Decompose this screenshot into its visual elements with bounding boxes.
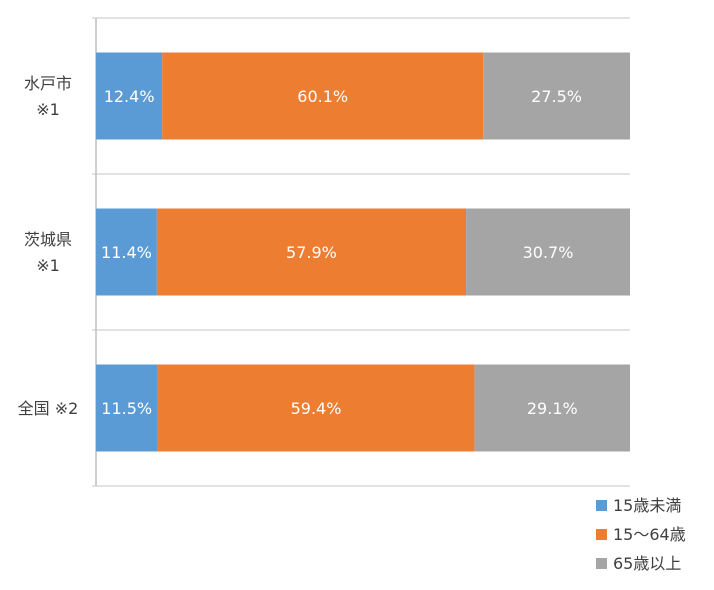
legend-swatch: [596, 500, 607, 511]
bar-segment: [483, 52, 630, 140]
legend-label: 15～64歳: [613, 525, 686, 544]
category-label: 全国 ※2: [18, 399, 79, 418]
bar-segment: [96, 364, 158, 452]
legend-label: 15歳未満: [613, 496, 681, 515]
bar-segment: [157, 364, 475, 452]
data-label: 11.4%: [101, 243, 152, 262]
data-label: 30.7%: [523, 243, 574, 262]
bar-segment: [96, 52, 163, 140]
data-label: 60.1%: [297, 87, 348, 106]
bar-segment: [96, 208, 157, 296]
legend-swatch: [596, 529, 607, 540]
legend-swatch: [596, 558, 607, 569]
category-label: 茨城県: [24, 230, 72, 249]
bar-segment: [474, 364, 630, 452]
bar-segment: [162, 52, 484, 140]
legend-label: 65歳以上: [613, 554, 681, 573]
bar-segment: [466, 208, 630, 296]
data-label: 29.1%: [527, 399, 578, 418]
category-labels: 水戸市 ※1 茨城県 ※1 全国 ※2: [18, 74, 79, 418]
data-label: 57.9%: [286, 243, 337, 262]
legend: 15歳未満 15～64歳 65歳以上: [596, 496, 686, 573]
data-label: 12.4%: [104, 87, 155, 106]
data-label: 27.5%: [531, 87, 582, 106]
category-label: ※1: [36, 100, 60, 119]
bar-segment: [156, 208, 467, 296]
data-label: 59.4%: [291, 399, 342, 418]
category-label: ※1: [36, 256, 60, 275]
category-label: 水戸市: [24, 74, 72, 93]
bars: 12.4% 60.1% 27.5% 11.4% 57.9% 30.7% 11.5% 59.4%…: [96, 52, 630, 452]
data-label: 11.5%: [101, 399, 152, 418]
